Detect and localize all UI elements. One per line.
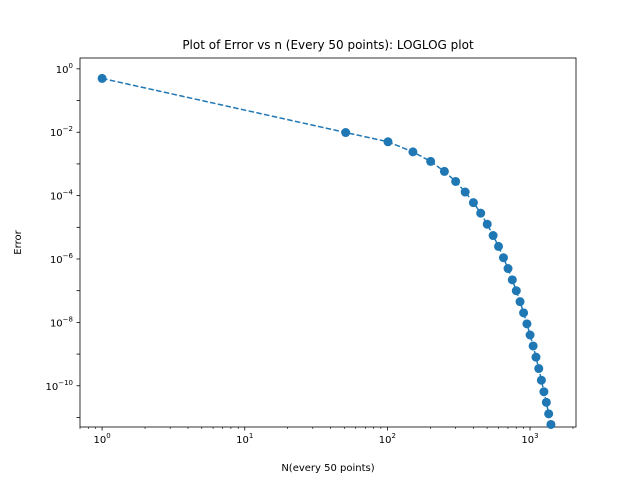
x-axis: 100 101 102 103 bbox=[79, 427, 574, 446]
y-tick-base: 10 bbox=[50, 255, 63, 266]
y-tick-base: 10 bbox=[50, 318, 63, 329]
data-point bbox=[531, 352, 541, 362]
data-point bbox=[439, 166, 449, 176]
data-point bbox=[503, 264, 513, 274]
data-point bbox=[493, 241, 503, 251]
data-point bbox=[460, 187, 470, 197]
y-tick-exponent: −6 bbox=[63, 252, 74, 260]
data-point bbox=[515, 297, 525, 307]
y-tick-exponent: −4 bbox=[63, 189, 74, 197]
data-point bbox=[507, 275, 517, 285]
x-tick-label: 102 bbox=[379, 432, 396, 446]
data-point bbox=[536, 375, 546, 385]
y-tick-exponent: −10 bbox=[58, 379, 73, 387]
y-tick-base: 10 bbox=[50, 128, 63, 139]
y-tick-base: 10 bbox=[50, 192, 63, 203]
y-tick-label: 100 bbox=[56, 62, 73, 76]
x-tick-label: 103 bbox=[521, 432, 538, 446]
x-tick-base: 10 bbox=[521, 435, 534, 446]
data-point bbox=[528, 341, 538, 351]
data-point bbox=[426, 156, 436, 166]
x-tick-label: 101 bbox=[236, 432, 253, 446]
data-point bbox=[468, 198, 478, 208]
series-points bbox=[97, 73, 556, 429]
x-tick-exponent: 3 bbox=[534, 432, 538, 440]
data-point bbox=[482, 219, 492, 229]
data-point bbox=[534, 364, 544, 374]
y-tick-label: 10−2 bbox=[50, 125, 73, 139]
y-tick-base: 10 bbox=[45, 382, 58, 393]
y-axis-label: Error bbox=[13, 229, 24, 254]
plot-area-frame bbox=[79, 57, 577, 428]
data-point bbox=[519, 308, 529, 318]
data-point bbox=[498, 253, 508, 263]
y-tick-label: 10−4 bbox=[50, 189, 74, 203]
x-tick-base: 10 bbox=[379, 435, 392, 446]
data-point bbox=[522, 319, 532, 329]
data-point bbox=[488, 231, 498, 241]
data-point bbox=[525, 330, 535, 340]
data-point bbox=[341, 128, 351, 138]
x-tick-label: 100 bbox=[93, 432, 110, 446]
y-tick-exponent: −2 bbox=[63, 125, 73, 133]
data-point bbox=[408, 147, 418, 157]
series-line bbox=[101, 77, 552, 425]
x-tick-exponent: 0 bbox=[106, 432, 110, 440]
x-axis-label: N(every 50 points) bbox=[281, 463, 374, 474]
x-tick-base: 10 bbox=[93, 435, 106, 446]
x-tick-exponent: 2 bbox=[392, 432, 396, 440]
y-tick-label: 10−6 bbox=[50, 252, 74, 266]
x-tick-exponent: 1 bbox=[249, 432, 253, 440]
y-tick-base: 10 bbox=[56, 65, 69, 76]
y-tick-exponent: 0 bbox=[69, 62, 73, 70]
data-point bbox=[539, 387, 549, 397]
y-tick-label: 10−8 bbox=[50, 315, 73, 329]
data-point bbox=[97, 73, 107, 83]
data-point bbox=[451, 176, 461, 186]
data-point bbox=[476, 208, 486, 218]
y-tick-exponent: −8 bbox=[63, 315, 73, 323]
data-point bbox=[544, 409, 554, 419]
data-point bbox=[511, 286, 521, 296]
data-point bbox=[546, 419, 556, 429]
chart-title: Plot of Error vs n (Every 50 points): LO… bbox=[182, 38, 474, 52]
x-tick-base: 10 bbox=[236, 435, 249, 446]
y-tick-label: 10−10 bbox=[45, 379, 73, 393]
data-point bbox=[383, 137, 393, 147]
data-point bbox=[541, 397, 551, 407]
